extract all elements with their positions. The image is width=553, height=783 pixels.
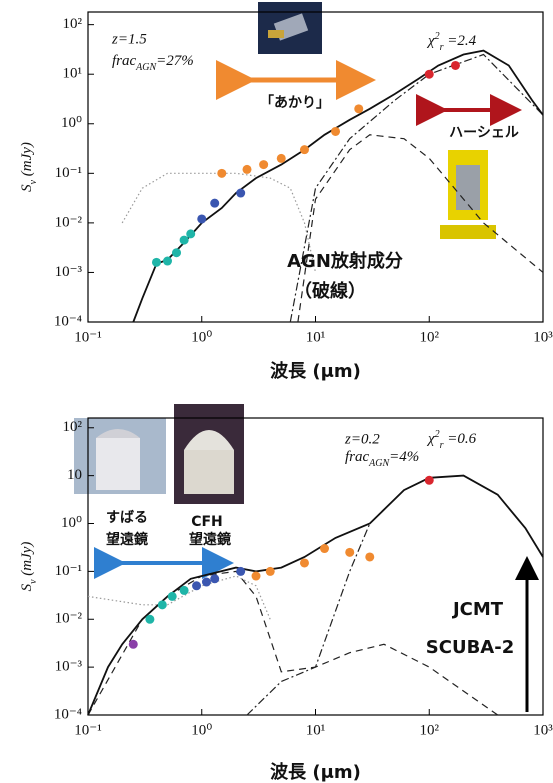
y-axis-label: Sν (mJy) [19,542,38,592]
x-axis-label: 波長 (μm) [270,360,361,382]
redshift-label: z=0.2 [344,431,380,447]
data-point [425,70,434,79]
chi-square-label-part: 2 [435,429,440,440]
y-tick-label: 10⁻² [55,214,83,230]
x-tick-label: 10¹ [306,329,326,345]
y-axis-label: Sν (mJy) [19,142,38,192]
y-tick-label: 10⁻³ [55,264,83,280]
data-point [168,592,177,601]
data-point [180,586,189,595]
data-point [152,258,161,267]
annotation: すばる [106,510,148,526]
figure: 10⁻¹ 10⁰ 10¹ 10² 10³ 10⁻⁴ 10⁻³ 10⁻² 10⁻¹ 10⁰ 10¹ 10… [0,0,553,783]
akari-picture [258,2,322,54]
data-point [180,236,189,245]
data-point [210,574,219,583]
y-tick-label: 10 [67,467,82,483]
data-point [266,567,275,576]
data-point [252,572,261,581]
annotation: 望遠鏡 [106,531,148,548]
annotation: ハーシェル [449,125,519,141]
data-point [320,544,329,553]
sed-curve [247,476,543,715]
agn-fraction-label-part: frac [345,449,370,465]
data-point [236,567,245,576]
data-point [236,189,245,198]
x-tick-label: 10⁻¹ [74,329,101,345]
data-point [197,214,206,223]
data-point [354,104,363,113]
data-point [210,199,219,208]
redshift-label: z=1.5 [111,31,147,47]
x-tick-label: 10⁻¹ [74,722,101,738]
agn-fraction-label-part: AGN [368,458,390,469]
y-tick-label: 10¹ [63,66,83,82]
data-point [425,476,434,485]
agn-fraction-label-part: frac [112,53,137,69]
x-tick-label: 10² [420,722,440,738]
data-point [300,558,309,567]
agn-fraction-label-part: =4% [389,449,419,465]
annotation: SCUBA-2 [426,637,514,658]
x-tick-label: 10⁰ [191,329,212,345]
agn-fraction-label-part: AGN [135,62,157,73]
annotation: 望遠鏡 [189,531,231,548]
chi-square-label-part: 2 [435,31,440,42]
y-tick-label: 10⁻⁴ [54,313,82,329]
data-point [300,145,309,154]
data-point [186,229,195,238]
y-tick-label: 10⁻² [55,611,83,627]
x-tick-label: 10³ [533,722,553,738]
agn-fraction-label: fracAGN=27% [112,53,194,72]
data-point [192,581,201,590]
data-point [451,61,460,70]
data-point [259,160,268,169]
data-point [145,615,154,624]
x-tick-label: 10² [420,329,440,345]
data-point [202,578,211,587]
data-point [158,600,167,609]
x-tick-label: 10¹ [306,722,326,738]
data-point [243,165,252,174]
data-point [345,548,354,557]
annotation: AGN放射成分 [287,250,403,272]
y-tick-label: 10⁻¹ [55,165,82,181]
annotation: 「あかり」 [260,94,330,111]
y-axis-label-part: (mJy) [19,542,35,580]
data-point [163,257,172,266]
y-tick-label: 10⁻¹ [55,563,82,579]
chi-square-label: χ2r =2.4 [426,31,477,53]
data-point [277,154,286,163]
data-point [129,640,138,649]
x-tick-label: 10⁰ [191,722,212,738]
data-point [172,248,181,257]
cfh-picture [174,404,244,504]
x-axis-label: 波長 (μm) [270,761,361,783]
sed-curve [88,576,270,619]
data-point [365,552,374,561]
y-tick-label: 10² [63,419,83,435]
annotation: CFH [191,514,223,530]
y-axis-label-part: (mJy) [19,142,35,180]
y-tick-label: 10⁰ [61,115,82,131]
agn-fraction-label-part: =27% [156,53,194,69]
sed-curve [88,476,543,715]
agn-fraction-label: fracAGN=4% [345,449,419,468]
data-point [217,169,226,178]
chi-square-label: χ2r =0.6 [426,429,477,451]
chi-square-label-part: =0.6 [444,431,477,447]
annotation: （破線） [294,280,366,302]
annotation: JCMT [451,599,504,620]
y-tick-label: 10⁻³ [55,659,83,675]
y-tick-label: 10⁻⁴ [54,706,82,722]
y-tick-label: 10² [63,16,83,32]
data-point [331,127,340,136]
chi-square-label-part: =2.4 [444,33,477,49]
y-tick-label: 10⁰ [61,515,82,531]
x-tick-label: 10³ [533,329,553,345]
